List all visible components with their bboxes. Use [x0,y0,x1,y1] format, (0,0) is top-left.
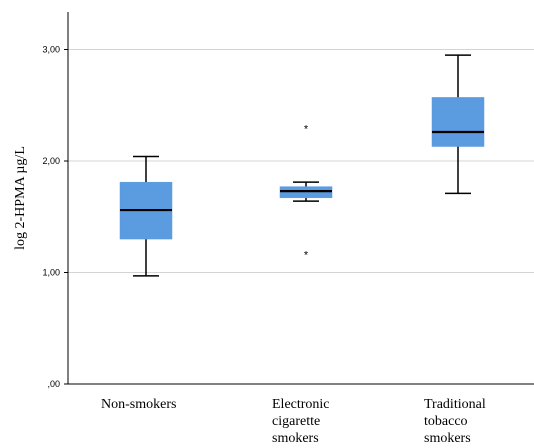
box-group [119,155,173,277]
y-tick-label: ,00 [47,379,60,389]
x-category-label-line: Electronic [272,397,330,412]
y-tick-label: 2,00 [42,156,60,166]
x-category-label-line: tobacco [424,414,468,429]
iqr-box [279,186,333,199]
y-tick-labels: ,00 1,00 2,00 3,00 [42,45,68,389]
outlier-marker: * [304,250,309,262]
x-category-label: Electronic cigarette smokers [272,397,330,446]
iqr-box [431,97,485,147]
y-axis-title: log 2-HPMA µg/L [13,146,28,250]
axes [67,12,534,385]
boxes: ** [119,54,485,277]
box-group: ** [279,124,333,262]
x-category-label-line: smokers [424,431,471,446]
category-labels: Non-smokers Electronic cigarette smokersTra… [101,397,486,446]
x-category-label: Non-smokers [101,397,176,412]
outlier-marker: * [304,124,309,136]
x-category-label: Traditional tobacco smokers [424,397,486,446]
x-category-label-line: cigarette [272,414,320,429]
y-tick-label: 1,00 [42,268,60,278]
x-category-label-line: smokers [272,431,319,446]
x-category-label-line: Non-smokers [101,397,176,412]
y-tick-label: 3,00 [42,45,60,55]
x-category-label-line: Traditional [424,397,486,412]
box-group [431,54,485,195]
